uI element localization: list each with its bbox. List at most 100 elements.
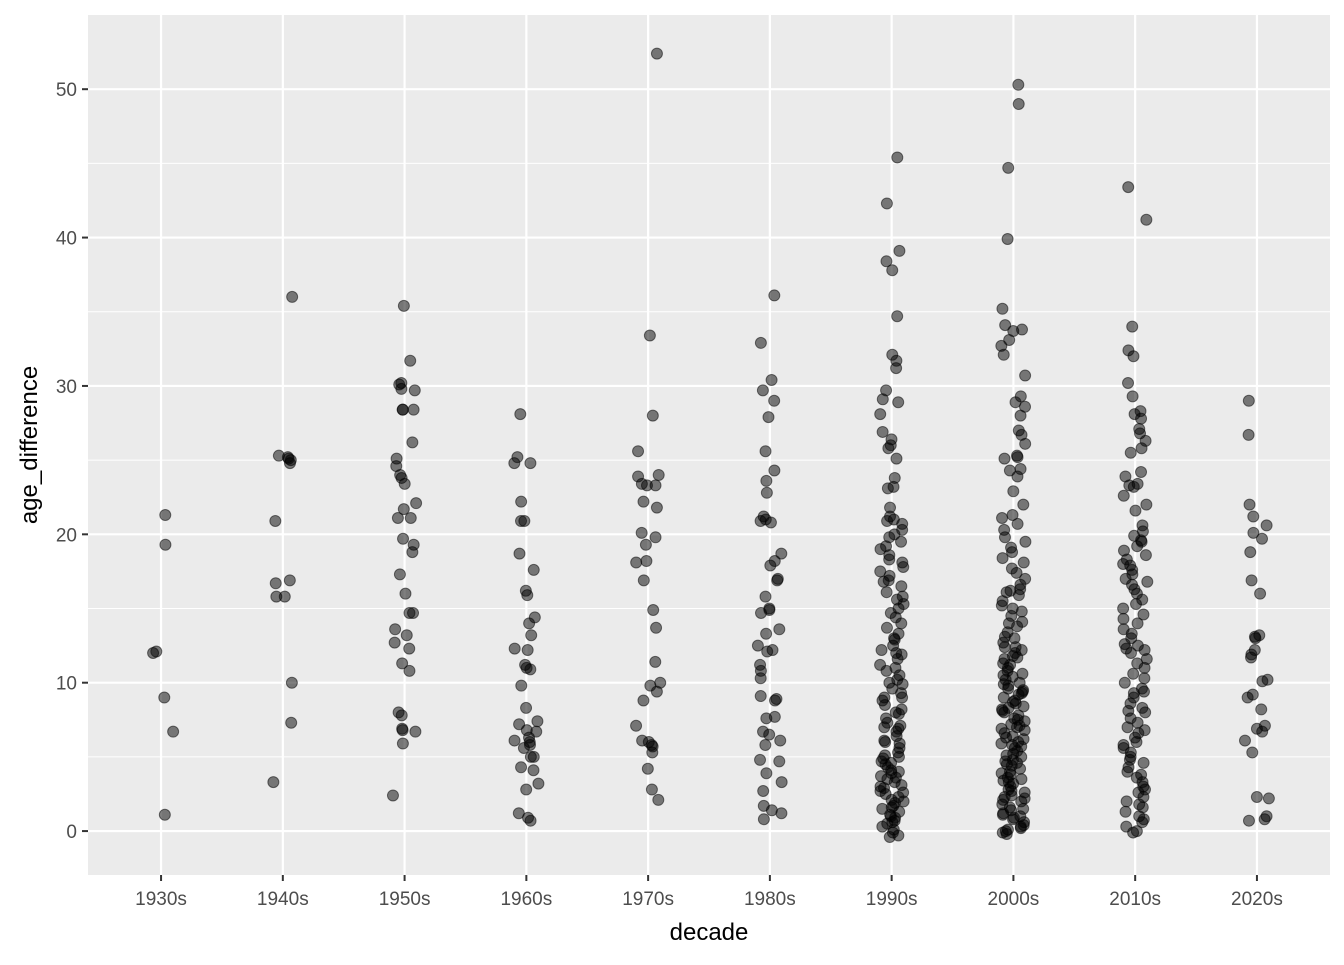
point: [999, 755, 1012, 768]
point: [167, 725, 180, 738]
point: [1015, 773, 1028, 786]
point: [632, 445, 645, 458]
point: [775, 807, 788, 820]
point: [773, 755, 786, 768]
point: [1117, 602, 1130, 615]
point: [1117, 739, 1130, 752]
point: [755, 606, 768, 619]
point: [775, 776, 788, 789]
point: [880, 664, 893, 677]
point: [396, 657, 409, 670]
point: [999, 319, 1012, 332]
point: [996, 302, 1009, 315]
point: [754, 690, 767, 703]
point: [1117, 612, 1130, 625]
point: [995, 737, 1008, 750]
point: [1137, 685, 1150, 698]
point: [637, 694, 650, 707]
point: [876, 820, 889, 833]
point: [646, 409, 659, 422]
point: [759, 445, 772, 458]
point: [757, 785, 770, 798]
point: [396, 737, 409, 750]
point: [998, 452, 1011, 465]
point: [1122, 376, 1135, 389]
point: [1249, 632, 1262, 645]
point: [1242, 814, 1255, 827]
point: [1120, 795, 1133, 808]
point: [886, 264, 899, 277]
point: [765, 374, 778, 387]
point: [1002, 161, 1015, 174]
x-tick-label: 1960s: [500, 889, 552, 910]
point: [395, 709, 408, 722]
point: [1014, 409, 1027, 422]
point: [159, 509, 172, 522]
point: [763, 728, 776, 741]
point: [646, 746, 659, 759]
point: [1135, 768, 1148, 781]
point: [1245, 651, 1258, 664]
point: [283, 574, 296, 587]
point: [760, 712, 773, 725]
point: [641, 762, 654, 775]
point: [880, 586, 893, 599]
point: [998, 641, 1011, 654]
point: [515, 495, 528, 508]
point: [650, 501, 663, 514]
point: [1006, 670, 1019, 683]
point: [1141, 575, 1154, 588]
point: [874, 543, 887, 556]
point: [159, 538, 172, 551]
point: [397, 503, 410, 516]
point: [386, 789, 399, 802]
point: [635, 526, 648, 539]
point: [403, 606, 416, 619]
point: [1019, 369, 1032, 382]
point: [406, 546, 419, 559]
x-tick-label: 2010s: [1109, 889, 1161, 910]
point: [880, 255, 893, 268]
point: [1012, 98, 1025, 111]
point: [520, 783, 533, 796]
y-tick-label: 40: [56, 229, 77, 250]
point: [410, 497, 423, 510]
y-tick-label: 10: [56, 674, 77, 695]
point: [1121, 765, 1134, 778]
point: [1137, 813, 1150, 826]
point: [1245, 574, 1258, 587]
point: [896, 691, 909, 704]
point: [1011, 517, 1024, 530]
point: [514, 408, 527, 421]
point: [775, 547, 788, 560]
point: [650, 621, 663, 634]
point: [759, 590, 772, 603]
point: [1006, 546, 1019, 559]
point: [1256, 532, 1269, 545]
point: [267, 776, 280, 789]
point: [1016, 667, 1029, 680]
point: [1017, 684, 1030, 697]
point: [883, 553, 896, 566]
point: [886, 816, 899, 829]
point: [649, 531, 662, 544]
point: [406, 436, 419, 449]
point: [757, 813, 770, 826]
point: [1118, 676, 1131, 689]
point: [1241, 691, 1254, 704]
point: [286, 290, 299, 303]
point: [998, 790, 1011, 803]
point: [1008, 741, 1021, 754]
point: [1140, 498, 1153, 511]
point: [1122, 181, 1135, 194]
point: [760, 486, 773, 499]
point: [1247, 526, 1260, 539]
point: [399, 587, 412, 600]
point: [764, 516, 777, 529]
point: [272, 449, 285, 462]
point: [754, 514, 767, 527]
point: [762, 411, 775, 424]
point: [532, 777, 545, 790]
point: [1242, 394, 1255, 407]
point: [407, 403, 420, 416]
